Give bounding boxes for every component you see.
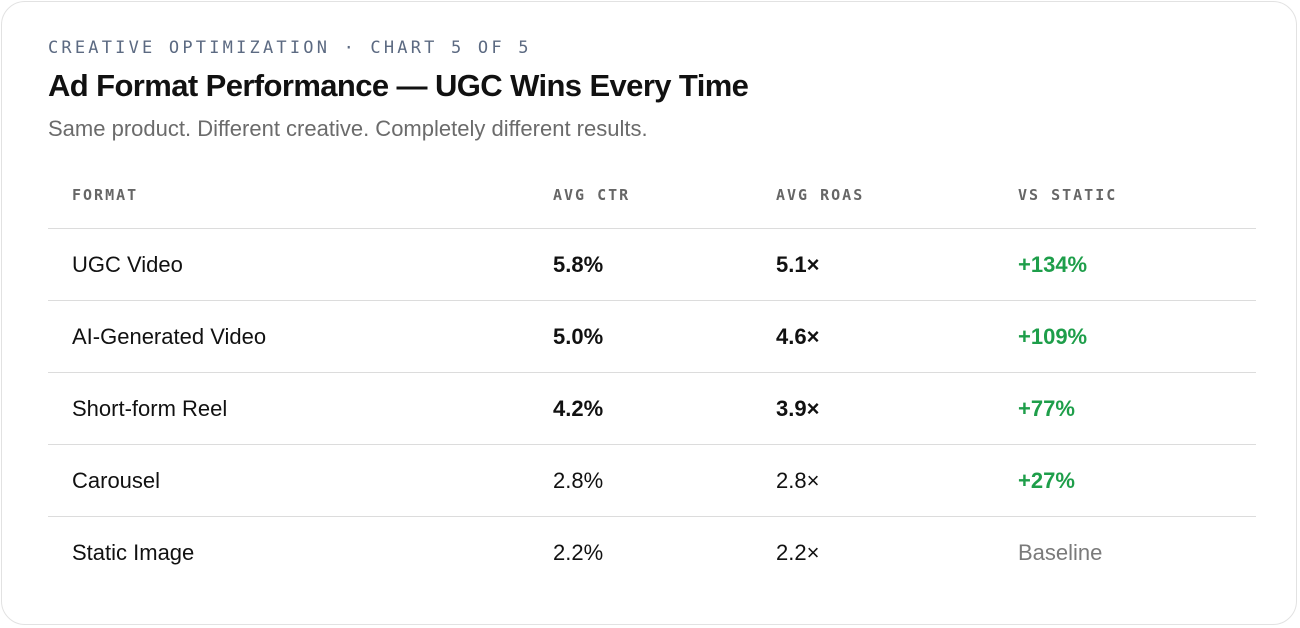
column-header-format: FORMAT xyxy=(72,186,139,204)
cell-avg-roas: 5.1× xyxy=(776,251,820,277)
cell-avg-roas: 2.2× xyxy=(776,539,820,565)
column-header-avg-roas: AVG ROAS xyxy=(776,186,865,204)
table-row: UGC Video 5.8% 5.1× +134% xyxy=(48,229,1256,301)
table-body: UGC Video 5.8% 5.1× +134% AI-Generated Video… xyxy=(48,229,1256,588)
cell-format: Short-form Reel xyxy=(72,395,228,421)
cell-avg-ctr: 2.2% xyxy=(553,539,604,565)
cell-vs-static: +109% xyxy=(1018,323,1088,349)
chart-title: Ad Format Performance — UGC Wins Every T… xyxy=(48,68,749,103)
column-header-avg-ctr: AVG CTR xyxy=(553,186,631,204)
chart-eyebrow: CREATIVE OPTIMIZATION · CHART 5 OF 5 xyxy=(48,38,532,58)
table-header-row: FORMAT AVG CTR AVG ROAS VS STATIC xyxy=(48,162,1256,229)
cell-avg-roas: 3.9× xyxy=(776,395,820,421)
cell-vs-static: Baseline xyxy=(1018,539,1103,565)
cell-format: UGC Video xyxy=(72,251,183,277)
table-row: Static Image 2.2% 2.2× Baseline xyxy=(48,517,1256,588)
cell-avg-ctr: 5.8% xyxy=(553,251,604,277)
format-performance-table: FORMAT AVG CTR AVG ROAS VS STATIC UGC Vi… xyxy=(48,162,1256,588)
chart-subtitle: Same product. Different creative. Comple… xyxy=(48,116,648,141)
cell-avg-ctr: 5.0% xyxy=(553,323,604,349)
table-row: Short-form Reel 4.2% 3.9× +77% xyxy=(48,373,1256,445)
cell-vs-static: +77% xyxy=(1018,395,1075,421)
column-header-vs-static: VS STATIC xyxy=(1018,186,1118,204)
table-row: Carousel 2.8% 2.8× +27% xyxy=(48,445,1256,517)
cell-format: AI-Generated Video xyxy=(72,323,267,349)
table-row: AI-Generated Video 5.0% 4.6× +109% xyxy=(48,301,1256,373)
cell-vs-static: +134% xyxy=(1018,251,1088,277)
cell-avg-roas: 2.8× xyxy=(776,467,820,493)
cell-vs-static: +27% xyxy=(1018,467,1075,493)
cell-format: Carousel xyxy=(72,467,161,493)
cell-avg-roas: 4.6× xyxy=(776,323,820,349)
cell-avg-ctr: 4.2% xyxy=(553,395,604,421)
cell-format: Static Image xyxy=(72,539,195,565)
cell-avg-ctr: 2.8% xyxy=(553,467,604,493)
